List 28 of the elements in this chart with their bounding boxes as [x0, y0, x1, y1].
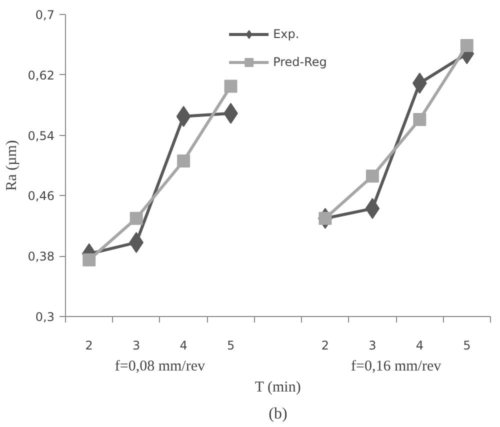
- point: [413, 112, 426, 126]
- text: f=0,16 mm/rev: [351, 358, 442, 374]
- text: f=0,08 mm/rev: [114, 358, 206, 374]
- y-tick-label: 0,62: [28, 68, 54, 82]
- text: (b): [268, 406, 288, 422]
- x-tick-label: 5: [463, 338, 471, 352]
- x-tick-label: 4: [180, 338, 188, 352]
- y-tick-label: 0,3: [35, 310, 55, 324]
- point: [366, 170, 379, 183]
- x-axis-title: T (min): [254, 380, 301, 396]
- legend-label: Pred-Reg: [273, 55, 327, 69]
- y-axis-title: Ra (µm): [4, 140, 20, 191]
- x-tick-label: 5: [226, 338, 235, 352]
- x-tick-label: 4: [416, 338, 424, 352]
- x-tick-label: 2: [321, 338, 330, 352]
- x-tick-label: 3: [368, 338, 376, 352]
- point: [130, 212, 143, 225]
- x-tick-label: 3: [132, 338, 140, 352]
- point: [82, 253, 96, 266]
- x-tick-label: 2: [85, 338, 93, 352]
- point: [224, 80, 238, 93]
- y-tick-label: 0,38: [28, 250, 54, 264]
- y-tick-label: 0,54: [28, 128, 54, 143]
- legend-label: Exp.: [273, 27, 300, 41]
- y-tick-label: 0,46: [28, 189, 54, 204]
- y-tick-label: 0,7: [35, 8, 55, 22]
- point: [177, 154, 190, 168]
- point: [460, 38, 474, 52]
